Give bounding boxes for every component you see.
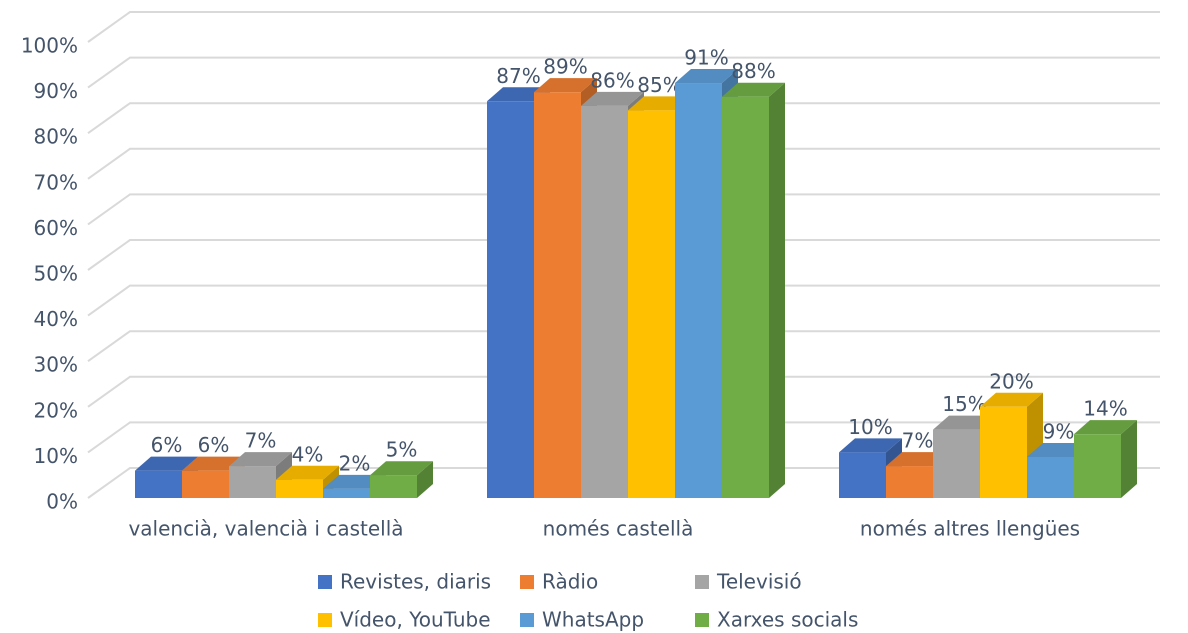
y-tick-label: 0% xyxy=(46,490,78,514)
grid-line xyxy=(87,56,1160,89)
bar-side xyxy=(1121,420,1137,498)
legend-label: Vídeo, YouTube xyxy=(340,608,491,632)
data-label: 20% xyxy=(989,369,1033,393)
bar xyxy=(487,101,534,498)
data-label: 15% xyxy=(942,392,986,416)
bar-top xyxy=(839,438,902,453)
bar xyxy=(933,429,980,498)
bar-side xyxy=(417,461,433,498)
y-tick-label: 40% xyxy=(34,307,78,331)
data-label: 9% xyxy=(1043,419,1075,443)
data-label: 7% xyxy=(902,429,934,453)
bar xyxy=(980,406,1027,498)
bar xyxy=(581,105,628,498)
data-label: 5% xyxy=(386,438,418,462)
data-label: 6% xyxy=(198,433,230,457)
bar xyxy=(839,452,886,498)
bar-top xyxy=(980,392,1043,407)
y-tick-label: 20% xyxy=(34,398,78,422)
y-tick-label: 80% xyxy=(34,125,78,149)
bar-side xyxy=(769,82,785,498)
y-tick-label: 60% xyxy=(34,216,78,240)
bar xyxy=(722,96,769,498)
bar xyxy=(628,110,675,499)
legend-swatch xyxy=(318,575,332,589)
legend-swatch xyxy=(520,613,534,627)
data-label: 85% xyxy=(637,73,681,97)
bar xyxy=(229,466,276,498)
data-label: 14% xyxy=(1083,397,1127,421)
bar-top xyxy=(534,78,597,93)
x-tick-label: valencià, valencià i castellà xyxy=(128,517,403,541)
y-tick-label: 50% xyxy=(34,262,78,286)
legend-label: Ràdio xyxy=(542,570,598,594)
bar xyxy=(135,470,182,498)
bar xyxy=(1074,434,1121,498)
data-label: 87% xyxy=(496,64,540,88)
legend-label: Televisió xyxy=(716,570,802,594)
bar xyxy=(675,83,722,498)
y-tick-label: 10% xyxy=(34,444,78,468)
data-label: 6% xyxy=(151,433,183,457)
bar-top xyxy=(229,452,292,467)
bar-top xyxy=(370,461,433,476)
y-tick-label: 70% xyxy=(34,170,78,194)
x-tick-label: només castellà xyxy=(543,517,694,541)
data-label: 91% xyxy=(684,46,728,70)
bar-top xyxy=(581,91,644,106)
bar-top xyxy=(675,69,738,84)
y-tick-label: 30% xyxy=(34,353,78,377)
legend-swatch xyxy=(695,575,709,589)
bar xyxy=(370,475,417,498)
data-label: 2% xyxy=(339,451,371,475)
grid-line xyxy=(87,330,1160,363)
grid-line xyxy=(87,467,1160,499)
y-tick-label: 100% xyxy=(21,34,78,58)
bar-top xyxy=(1074,420,1137,435)
bar-top xyxy=(722,82,785,97)
data-label: 89% xyxy=(543,55,587,79)
bar xyxy=(182,470,229,498)
data-label: 86% xyxy=(590,68,634,92)
grid-line xyxy=(87,375,1160,408)
grid-line xyxy=(87,284,1160,317)
grid-line xyxy=(87,239,1160,271)
data-label: 4% xyxy=(292,442,324,466)
grid-line xyxy=(87,193,1160,226)
bar-top xyxy=(276,465,339,480)
legend-label: WhatsApp xyxy=(542,608,644,632)
grid-line xyxy=(87,147,1160,180)
x-tick-label: només altres llengües xyxy=(860,517,1080,541)
bar-top xyxy=(135,456,198,471)
bar xyxy=(323,488,370,498)
legend-label: Xarxes socials xyxy=(717,608,858,632)
data-label: 7% xyxy=(245,429,277,453)
bar xyxy=(1027,456,1074,498)
y-tick-label: 90% xyxy=(34,79,78,103)
grid-line xyxy=(87,102,1160,135)
legend-swatch xyxy=(318,613,332,627)
grid-line xyxy=(87,421,1160,454)
legend-label: Revistes, diaris xyxy=(340,570,491,594)
bar xyxy=(886,466,933,498)
grid-line xyxy=(87,11,1160,43)
data-label: 10% xyxy=(848,415,892,439)
bar xyxy=(276,479,323,498)
data-label: 88% xyxy=(731,59,775,83)
bar xyxy=(534,92,581,498)
legend-swatch xyxy=(520,575,534,589)
legend-swatch xyxy=(695,613,709,627)
